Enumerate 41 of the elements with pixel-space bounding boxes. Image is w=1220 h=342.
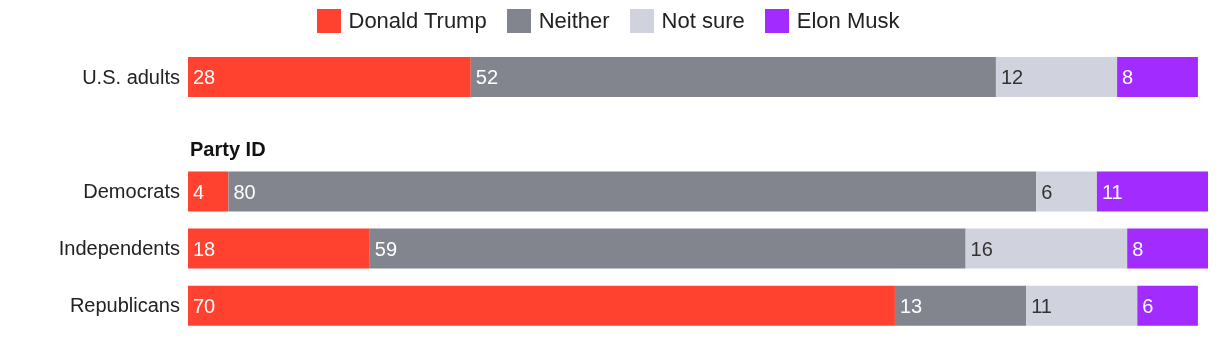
data-label: 80 [233, 180, 256, 203]
data-label: 28 [193, 66, 216, 89]
data-label: 70 [193, 294, 216, 317]
data-label: 13 [899, 294, 923, 317]
bar [188, 171, 229, 212]
bar [1026, 285, 1138, 326]
y-tick-label: U.S. adults [82, 65, 180, 88]
legend-label: Neither [537, 8, 610, 34]
bar [188, 57, 471, 97]
legend-label: Donald Trump [347, 8, 487, 34]
data-label: 8 [1132, 237, 1144, 260]
data-label: 4 [193, 180, 205, 203]
bar [894, 285, 1027, 326]
bar [995, 57, 1118, 97]
data-label: 11 [1101, 180, 1123, 203]
y-tick-label: Democrats [83, 180, 180, 202]
data-label: 52 [475, 66, 499, 89]
bar [369, 228, 966, 269]
data-label: 6 [1142, 294, 1154, 317]
bar [1036, 171, 1097, 212]
bar [1096, 171, 1208, 212]
data-label: 59 [374, 237, 398, 260]
bar [228, 171, 1037, 212]
bar [188, 285, 895, 326]
y-tick-label: Independents [58, 237, 180, 260]
data-label: 16 [970, 237, 993, 260]
bar [1127, 228, 1208, 269]
data-label: 6 [1041, 180, 1053, 203]
bar [470, 57, 996, 97]
annotation: Party ID [190, 137, 266, 160]
legend-label: Elon Musk [795, 8, 900, 34]
data-label: 11 [1031, 294, 1052, 317]
bar [965, 228, 1128, 269]
legend-label: Not sure [660, 8, 745, 34]
y-tick-label: Republicans [69, 294, 180, 317]
bar [1117, 57, 1198, 97]
data-label: 12 [1000, 66, 1024, 89]
bar [188, 228, 370, 269]
bar [1137, 285, 1198, 326]
data-label: 18 [193, 237, 216, 260]
data-label: 8 [1122, 66, 1134, 89]
